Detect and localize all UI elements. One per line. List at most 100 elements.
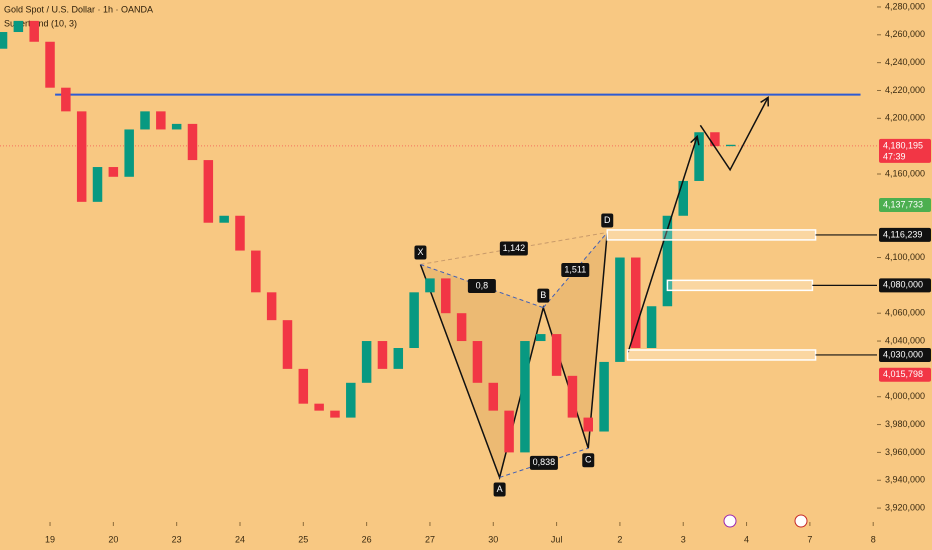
candle bbox=[456, 313, 467, 342]
candle bbox=[725, 144, 736, 147]
level-box bbox=[626, 349, 817, 361]
y-tick-label: 3,920,000 bbox=[885, 502, 925, 512]
point-box bbox=[493, 482, 506, 497]
level-box bbox=[666, 279, 814, 292]
candle bbox=[219, 215, 229, 223]
candle bbox=[615, 257, 625, 362]
point-label: C bbox=[585, 455, 592, 465]
candle bbox=[567, 375, 578, 418]
candle bbox=[425, 278, 435, 293]
projection-line bbox=[699, 97, 769, 172]
point-label: B bbox=[540, 290, 546, 300]
candle bbox=[203, 160, 214, 223]
price-label: 4,180,195 bbox=[883, 140, 923, 150]
projection-line bbox=[627, 136, 698, 353]
level-label: 4,080,000 bbox=[883, 280, 923, 290]
candle bbox=[13, 20, 24, 33]
candle bbox=[346, 382, 356, 418]
level-tag bbox=[879, 227, 931, 242]
point-label: X bbox=[417, 247, 423, 257]
point-box bbox=[414, 245, 427, 260]
y-tick-label: 4,200,000 bbox=[885, 113, 925, 123]
y-tick-label: 4,000,000 bbox=[885, 391, 925, 401]
level-label: 4,116,239 bbox=[883, 229, 922, 239]
ratio-line bbox=[499, 447, 589, 478]
x-tick-label: 26 bbox=[362, 534, 372, 544]
event-icon[interactable] bbox=[794, 514, 808, 528]
level-box bbox=[606, 229, 817, 241]
candle bbox=[92, 167, 103, 202]
x-tick-label: 7 bbox=[807, 534, 812, 544]
price-label: 4,015,798 bbox=[883, 369, 923, 379]
level-tag bbox=[879, 347, 931, 362]
y-tick-label: 3,940,000 bbox=[885, 475, 925, 485]
candle bbox=[187, 123, 198, 161]
countdown-label: 47:39 bbox=[883, 151, 906, 161]
candle bbox=[646, 306, 657, 348]
point-label: D bbox=[604, 215, 611, 225]
candle bbox=[630, 257, 641, 348]
ratio-box bbox=[561, 263, 590, 278]
x-tick-label: 25 bbox=[298, 534, 308, 544]
event-icon[interactable] bbox=[723, 514, 737, 528]
point-box bbox=[582, 453, 595, 468]
candle bbox=[29, 20, 39, 42]
ratio-label: 1,142 bbox=[503, 243, 526, 253]
y-tick-label: 4,160,000 bbox=[885, 168, 925, 178]
point-box bbox=[537, 288, 550, 303]
candle bbox=[472, 341, 483, 383]
x-tick-label: 8 bbox=[871, 534, 876, 544]
y-tick-label: 4,240,000 bbox=[885, 57, 925, 67]
y-tick-label: 4,280,000 bbox=[885, 1, 925, 11]
candle bbox=[504, 410, 514, 453]
candle bbox=[282, 320, 293, 369]
y-tick-label: 4,220,000 bbox=[885, 85, 925, 95]
x-tick-label: 24 bbox=[235, 534, 245, 544]
point-box bbox=[601, 213, 614, 228]
y-tick-label: 4,100,000 bbox=[885, 252, 925, 262]
candle bbox=[599, 361, 609, 432]
candle bbox=[662, 215, 673, 307]
ratio-label: 0,8 bbox=[476, 280, 489, 290]
candle bbox=[266, 292, 277, 321]
x-tick-label: 27 bbox=[425, 534, 435, 544]
candle bbox=[694, 132, 704, 181]
candle bbox=[583, 417, 594, 432]
candle bbox=[393, 348, 404, 369]
candle bbox=[536, 334, 546, 342]
candle bbox=[251, 250, 261, 293]
price-label: 4,137,733 bbox=[883, 199, 923, 209]
x-tick-label: 20 bbox=[108, 534, 118, 544]
x-tick-label: 19 bbox=[45, 534, 55, 544]
candle bbox=[678, 180, 688, 216]
price-tag bbox=[879, 138, 931, 163]
candle bbox=[171, 123, 182, 130]
candle bbox=[330, 410, 340, 418]
indicator-name: Supertrend (10, 3) bbox=[4, 18, 77, 28]
y-tick-label: 4,040,000 bbox=[885, 335, 925, 345]
arrow-head bbox=[760, 96, 769, 107]
y-tick-label: 3,960,000 bbox=[885, 447, 925, 457]
candle bbox=[409, 292, 419, 348]
ratio-box bbox=[467, 279, 496, 294]
candle bbox=[377, 341, 388, 369]
candle bbox=[156, 111, 166, 130]
candle bbox=[235, 215, 245, 251]
y-tick-label: 3,980,000 bbox=[885, 419, 925, 429]
candle bbox=[361, 341, 372, 383]
candle bbox=[314, 403, 324, 411]
x-tick-label: 2 bbox=[617, 534, 622, 544]
candle bbox=[61, 87, 71, 112]
x-tick-label: Jul bbox=[551, 534, 563, 544]
y-tick-label: 4,060,000 bbox=[885, 308, 925, 318]
price-axis bbox=[877, 0, 932, 550]
point-label: A bbox=[497, 484, 503, 494]
y-tick-label: 4,260,000 bbox=[885, 29, 925, 39]
x-tick-label: 3 bbox=[681, 534, 686, 544]
ratio-box bbox=[499, 241, 528, 256]
candle bbox=[108, 167, 119, 177]
candle bbox=[520, 341, 530, 453]
price-tag bbox=[879, 367, 931, 382]
candle bbox=[710, 132, 720, 147]
